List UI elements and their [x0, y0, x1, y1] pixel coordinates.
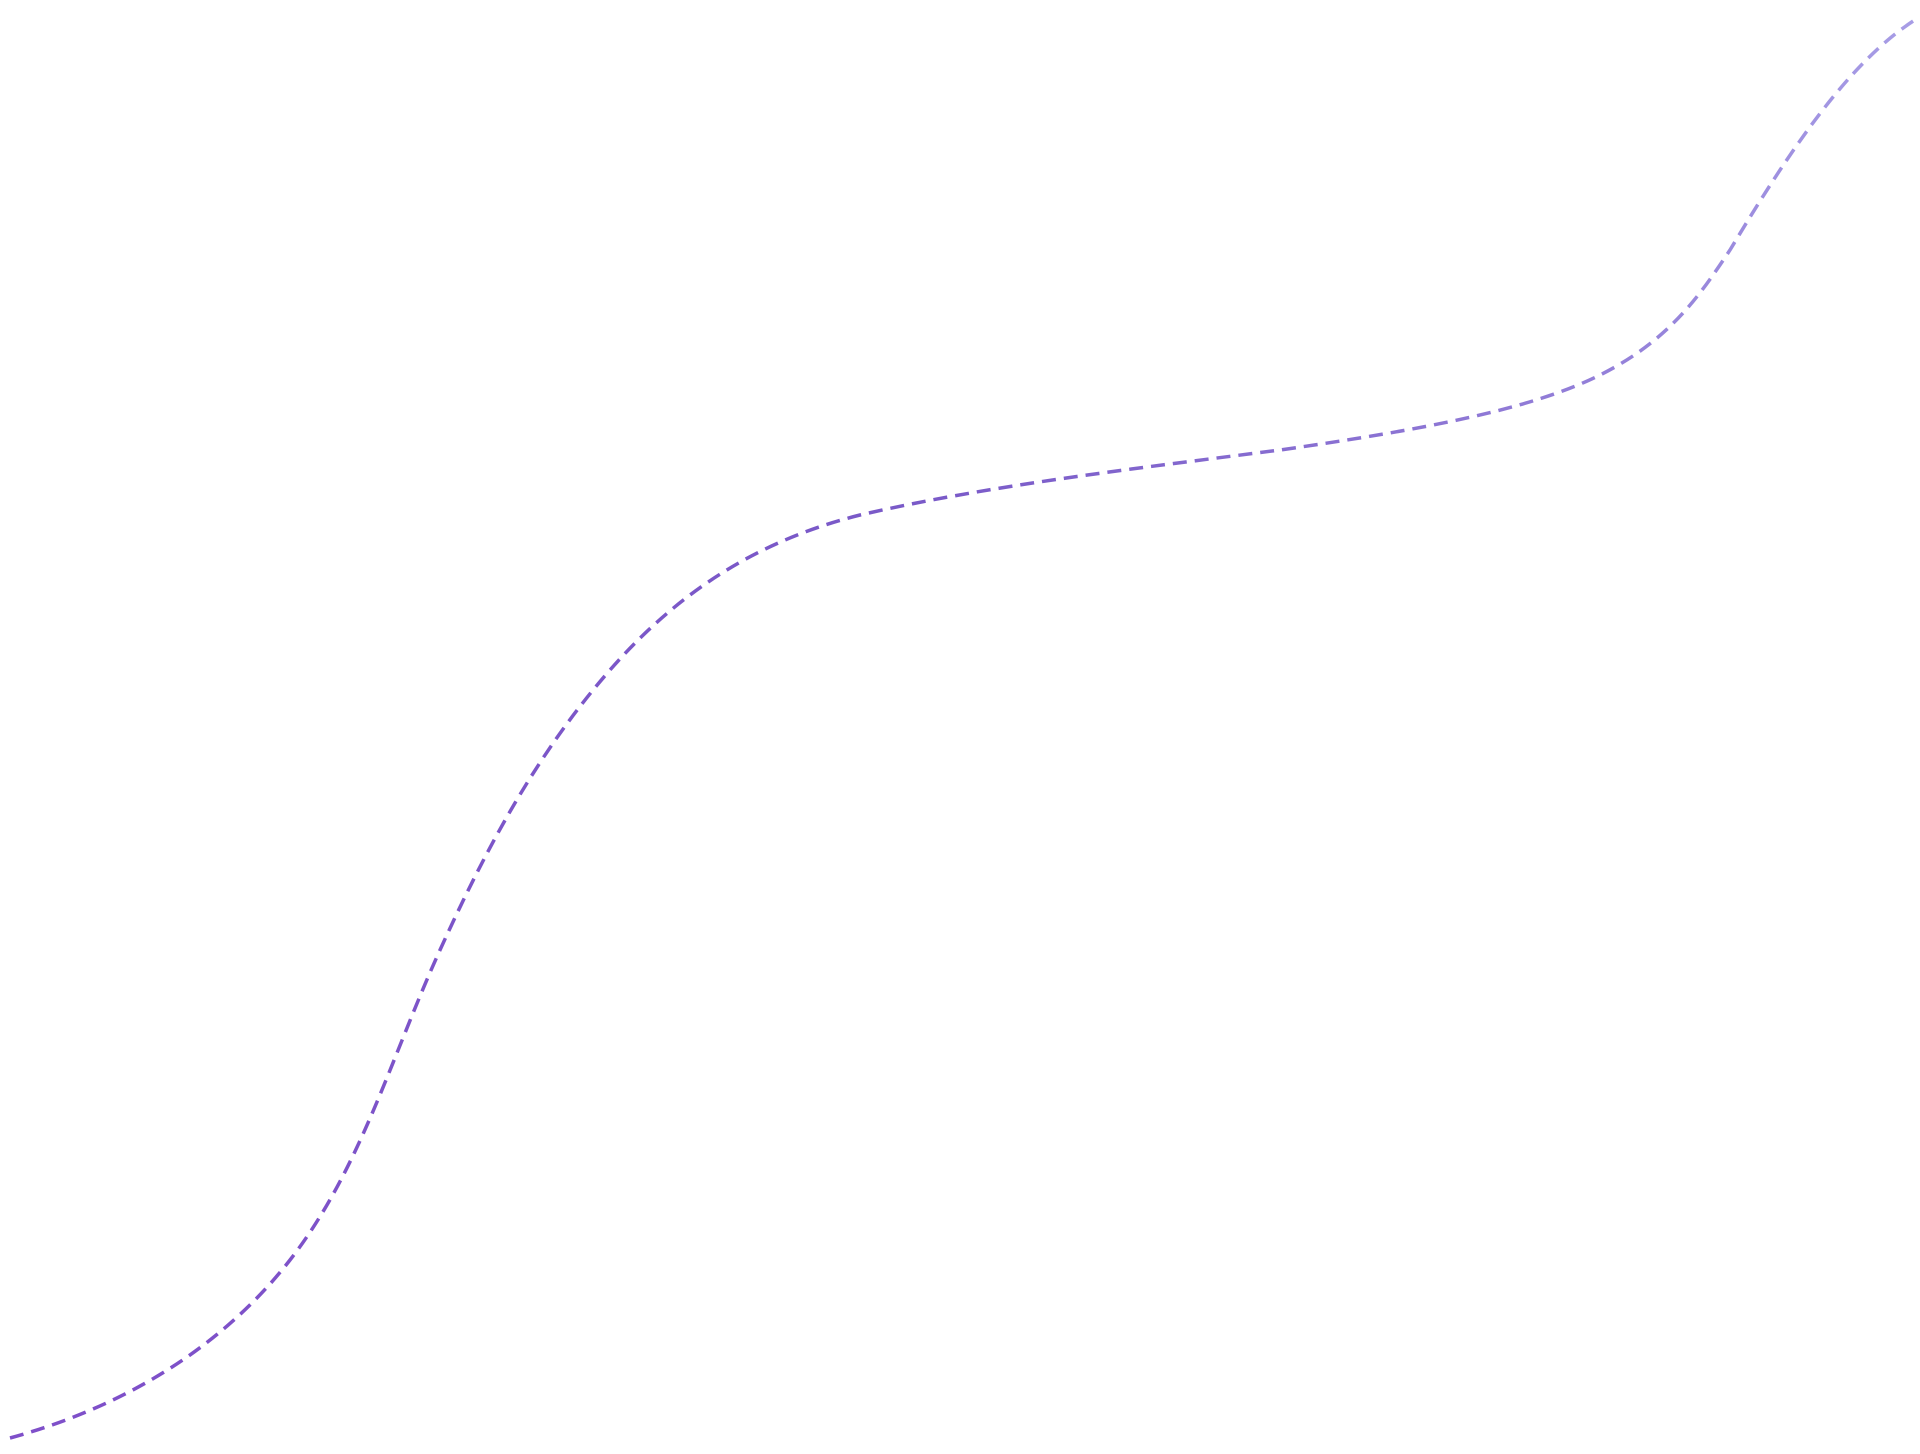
dashed-wave-line	[9, 16, 1919, 1440]
